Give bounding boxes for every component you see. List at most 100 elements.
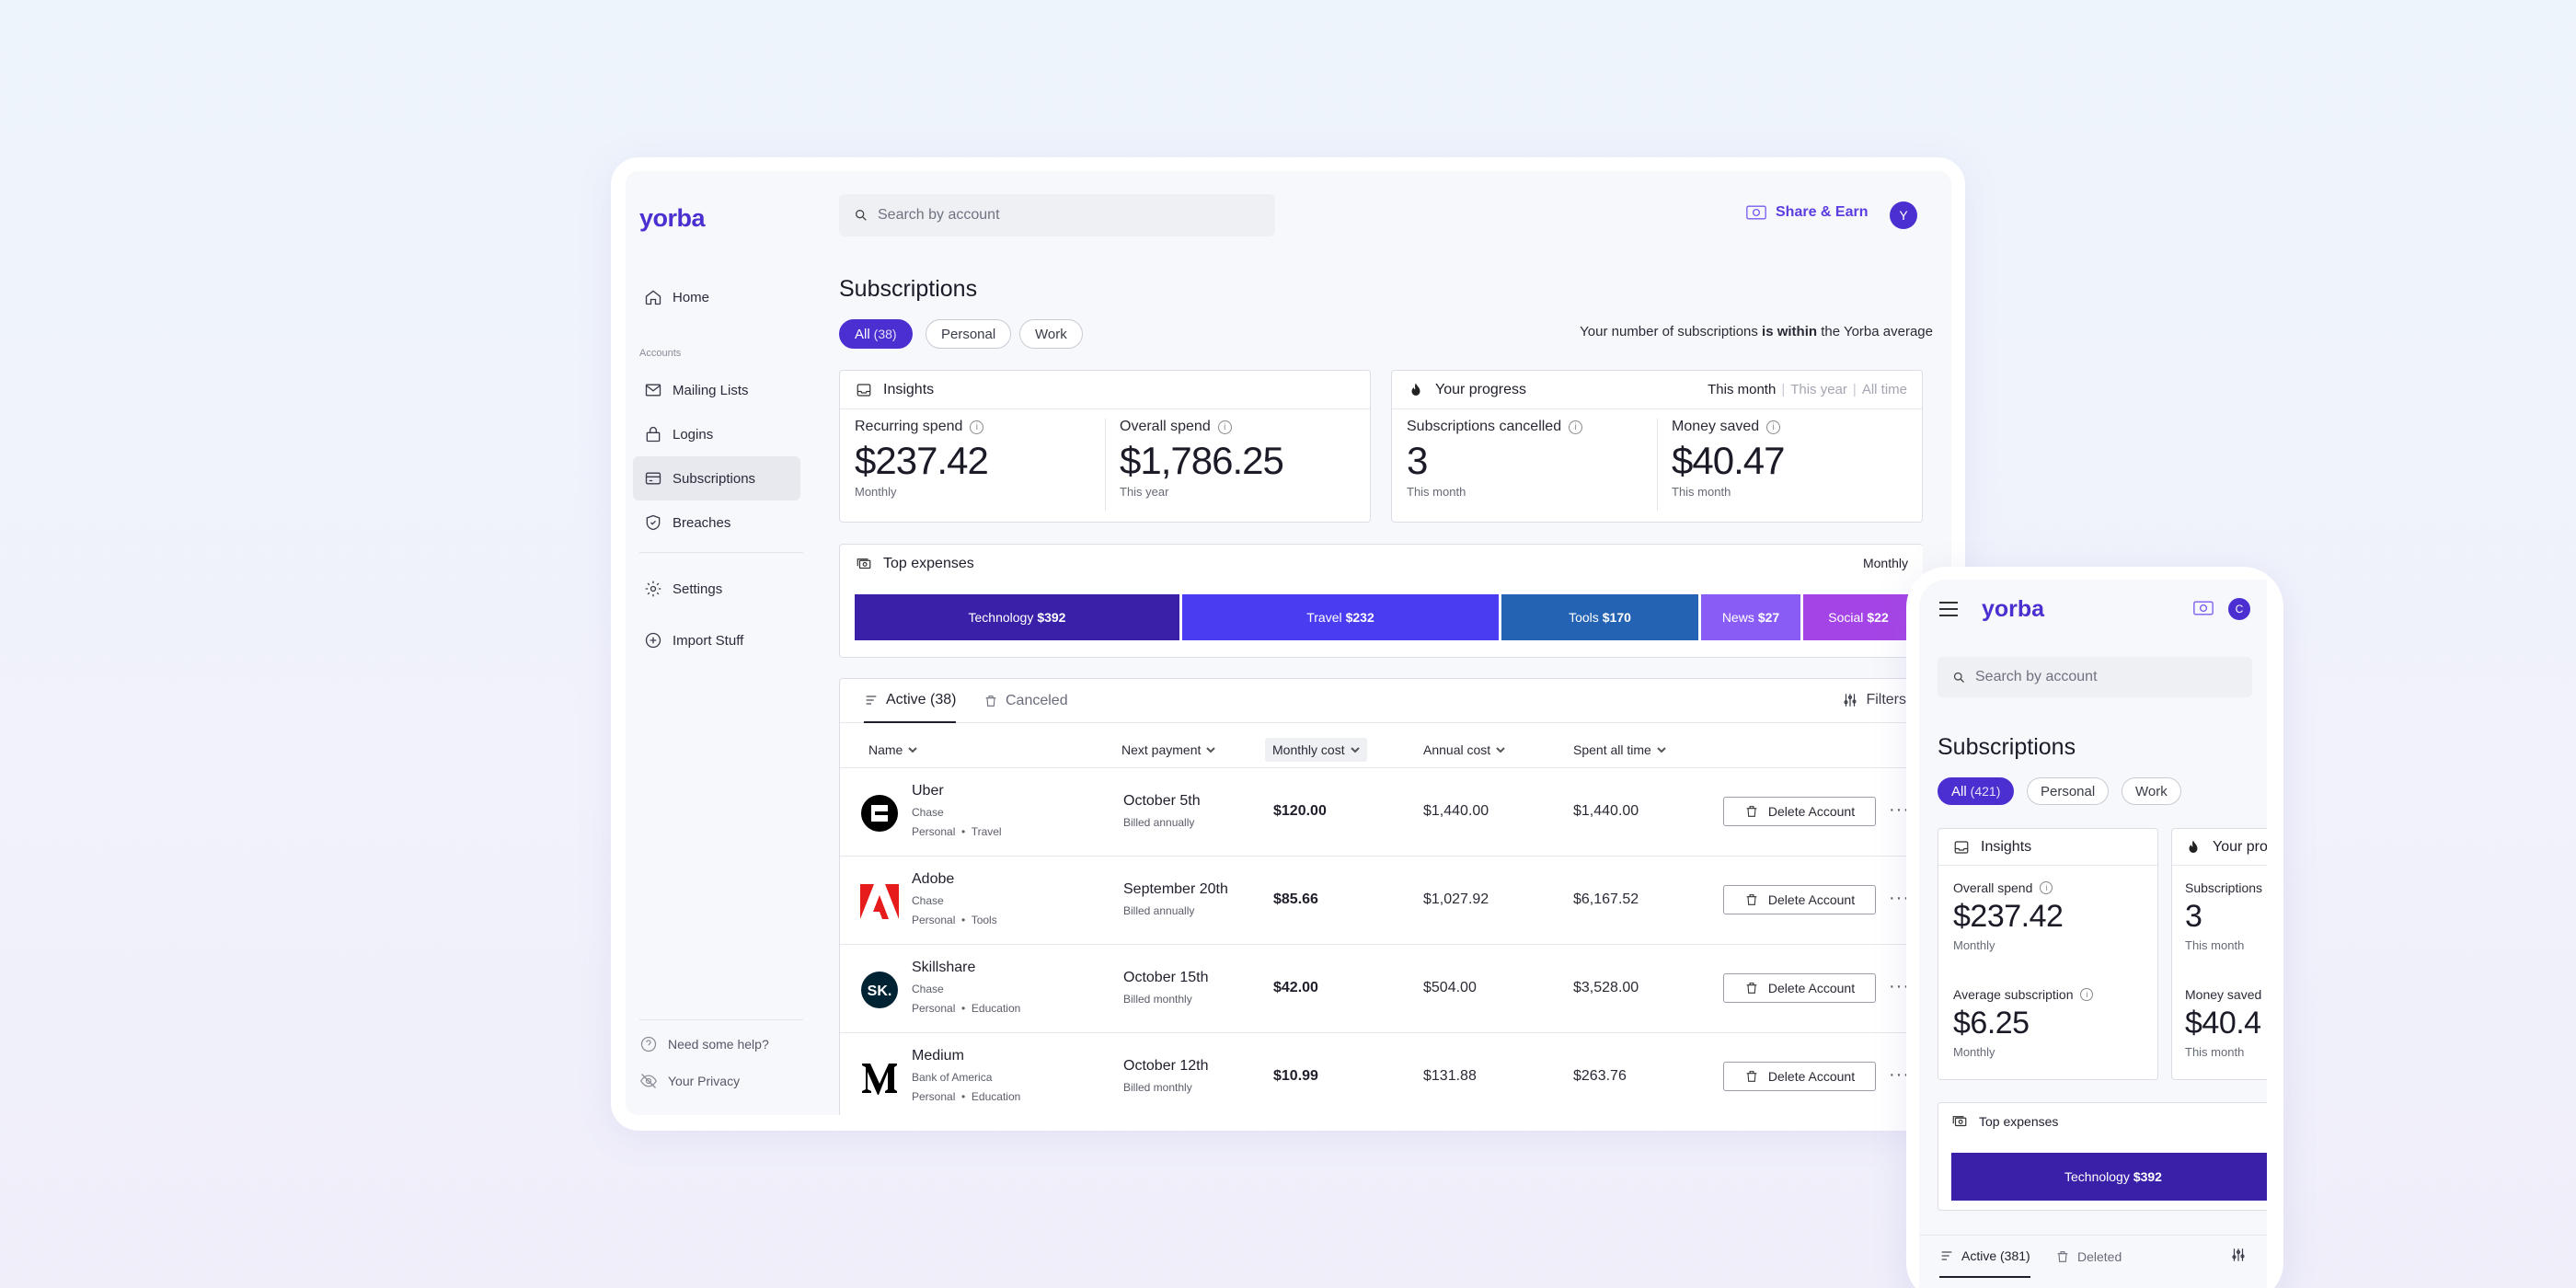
segment-amount: $170 bbox=[1602, 610, 1631, 625]
lock-icon bbox=[646, 426, 661, 443]
gear-icon bbox=[645, 581, 661, 597]
avatar[interactable]: C bbox=[2228, 598, 2250, 620]
average-note-text: the Yorba average bbox=[1817, 324, 1933, 339]
app-logo[interactable]: yorba bbox=[639, 204, 706, 232]
sidebar-item-mailing-lists[interactable]: Mailing Lists bbox=[633, 368, 800, 412]
column-annual-cost[interactable]: Annual cost bbox=[1423, 738, 1505, 762]
mobile-app: yorba C Search by account Subscriptions … bbox=[1919, 580, 2267, 1288]
row-next-payment: October 12th bbox=[1123, 1058, 1209, 1074]
search-input[interactable]: Search by account bbox=[1938, 657, 2252, 697]
more-options-icon[interactable]: ··· bbox=[1889, 1064, 1910, 1085]
info-icon[interactable]: i bbox=[1217, 420, 1232, 434]
sidebar-item-home[interactable]: Home bbox=[633, 275, 800, 319]
help-link[interactable]: Need some help? bbox=[639, 1035, 769, 1053]
expense-segment-social[interactable]: Social $22 bbox=[1803, 594, 1914, 640]
info-icon[interactable]: i bbox=[2080, 988, 2094, 1001]
period-all-time[interactable]: All time bbox=[1861, 382, 1907, 397]
fire-icon bbox=[1411, 383, 1420, 396]
row-name: Adobe bbox=[912, 871, 955, 887]
stat-value: $237.42 bbox=[855, 439, 989, 482]
expense-segment-travel[interactable]: Travel $232 bbox=[1182, 594, 1499, 640]
more-options-icon[interactable]: ··· bbox=[1889, 888, 1910, 908]
stat-value: 3 bbox=[2185, 899, 2202, 934]
expense-segment-technology[interactable]: Technology $392 bbox=[855, 594, 1179, 640]
table-row[interactable]: Uber Chase Personal • Travel October 5th… bbox=[840, 767, 1923, 856]
expense-segment-technology[interactable]: Technology $392 bbox=[1951, 1153, 2267, 1201]
trash-icon bbox=[1746, 1071, 1757, 1082]
period-this-month[interactable]: This month bbox=[1708, 382, 1777, 397]
period-this-year[interactable]: This year bbox=[1790, 382, 1847, 397]
app-logo[interactable]: yorba bbox=[1982, 596, 2045, 622]
info-icon[interactable]: i bbox=[1569, 420, 1583, 434]
info-icon[interactable]: i bbox=[970, 420, 984, 434]
table-row[interactable]: Adobe Chase Personal • Tools September 2… bbox=[840, 856, 1923, 944]
list-icon bbox=[1941, 1251, 1952, 1260]
subscriptions-table: Active (38) Canceled Filters Name Next p… bbox=[839, 678, 1923, 1115]
delete-label: Delete Account bbox=[1767, 1069, 1856, 1084]
tab-active[interactable]: Active (381) bbox=[1939, 1236, 2030, 1278]
column-spent-all-time[interactable]: Spent all time bbox=[1573, 738, 1666, 762]
row-spent-all-time: $6,167.52 bbox=[1573, 891, 1639, 907]
sidebar-item-breaches[interactable]: Breaches bbox=[633, 500, 800, 545]
top-expenses-period: Monthly bbox=[1862, 556, 1908, 570]
table-row[interactable]: Medium Bank of America Personal • Educat… bbox=[840, 1032, 1923, 1115]
more-options-icon[interactable]: ··· bbox=[1889, 976, 1910, 996]
row-monthly-cost: $42.00 bbox=[1273, 980, 1318, 995]
column-name[interactable]: Name bbox=[868, 738, 918, 762]
sidebar-item-label: Subscriptions bbox=[673, 470, 756, 487]
cash-stack-icon bbox=[857, 558, 871, 569]
filter-label: Personal bbox=[2041, 783, 2096, 799]
sidebar-item-label: Home bbox=[673, 289, 710, 305]
stat-label: Subscriptions cancelled bbox=[1407, 419, 1562, 434]
filter-all[interactable]: All (421) bbox=[1938, 777, 2015, 805]
filters-button[interactable] bbox=[2230, 1247, 2254, 1263]
tab-canceled[interactable]: Canceled bbox=[983, 679, 1068, 723]
column-next-payment[interactable]: Next payment bbox=[1121, 738, 1216, 762]
home-icon bbox=[645, 290, 661, 305]
info-icon[interactable]: i bbox=[1766, 420, 1781, 434]
avatar[interactable]: Y bbox=[1890, 201, 1917, 229]
delete-account-button[interactable]: Delete Account bbox=[1723, 973, 1876, 1003]
tab-active[interactable]: Active (38) bbox=[864, 679, 957, 723]
stat-period: Monthly bbox=[1953, 938, 1995, 952]
menu-icon[interactable] bbox=[1939, 602, 1958, 616]
filter-work[interactable]: Work bbox=[1019, 319, 1083, 349]
fire-icon bbox=[2189, 840, 2198, 853]
more-options-icon[interactable]: ··· bbox=[1889, 799, 1910, 820]
delete-account-button[interactable]: Delete Account bbox=[1723, 885, 1876, 914]
stat-label: Overall spend bbox=[1953, 880, 2033, 895]
share-earn-button[interactable]: Share & Earn bbox=[1746, 204, 1868, 221]
trash-icon bbox=[1746, 983, 1757, 994]
stat-period: Monthly bbox=[1953, 1045, 1995, 1059]
stat-period: This month bbox=[1407, 485, 1466, 499]
column-monthly-cost[interactable]: Monthly cost bbox=[1265, 738, 1367, 762]
info-icon[interactable]: i bbox=[2040, 881, 2053, 894]
filter-work[interactable]: Work bbox=[2122, 777, 2181, 805]
filter-personal[interactable]: Personal bbox=[926, 319, 1012, 349]
search-input[interactable]: Search by account bbox=[839, 194, 1275, 236]
row-annual-cost: $1,027.92 bbox=[1423, 891, 1489, 907]
sidebar-item-import[interactable]: Import Stuff bbox=[633, 618, 800, 662]
delete-account-button[interactable]: Delete Account bbox=[1723, 797, 1876, 826]
insights-header: Insights bbox=[840, 371, 1370, 409]
expense-segment-news[interactable]: News $27 bbox=[1701, 594, 1800, 640]
chevron-down-icon bbox=[1496, 747, 1505, 753]
filter-all[interactable]: All (38) bbox=[839, 319, 913, 349]
filter-personal[interactable]: Personal bbox=[2027, 777, 2110, 805]
chevron-down-icon bbox=[1206, 747, 1216, 753]
filters-label: Filters bbox=[1866, 692, 1906, 707]
mobile-tabs: Active (381) Deleted bbox=[1919, 1235, 2267, 1288]
skillshare-logo-icon: SK. bbox=[860, 971, 899, 1009]
sidebar-item-subscriptions[interactable]: Subscriptions bbox=[633, 456, 800, 500]
filters-button[interactable]: Filters bbox=[1842, 692, 1906, 708]
expense-segment-tools[interactable]: Tools $170 bbox=[1501, 594, 1698, 640]
sidebar-item-settings[interactable]: Settings bbox=[633, 567, 800, 611]
progress-header: Your pro bbox=[2172, 829, 2267, 866]
sidebar-item-logins[interactable]: Logins bbox=[633, 412, 800, 456]
privacy-link[interactable]: Your Privacy bbox=[639, 1072, 740, 1090]
insights-title: Insights bbox=[1981, 838, 2032, 855]
delete-account-button[interactable]: Delete Account bbox=[1723, 1062, 1876, 1091]
tab-deleted[interactable]: Deleted bbox=[2055, 1236, 2122, 1278]
table-row[interactable]: SK. Skillshare Chase Personal • Educatio… bbox=[840, 944, 1923, 1032]
cash-icon[interactable] bbox=[2193, 600, 2214, 616]
